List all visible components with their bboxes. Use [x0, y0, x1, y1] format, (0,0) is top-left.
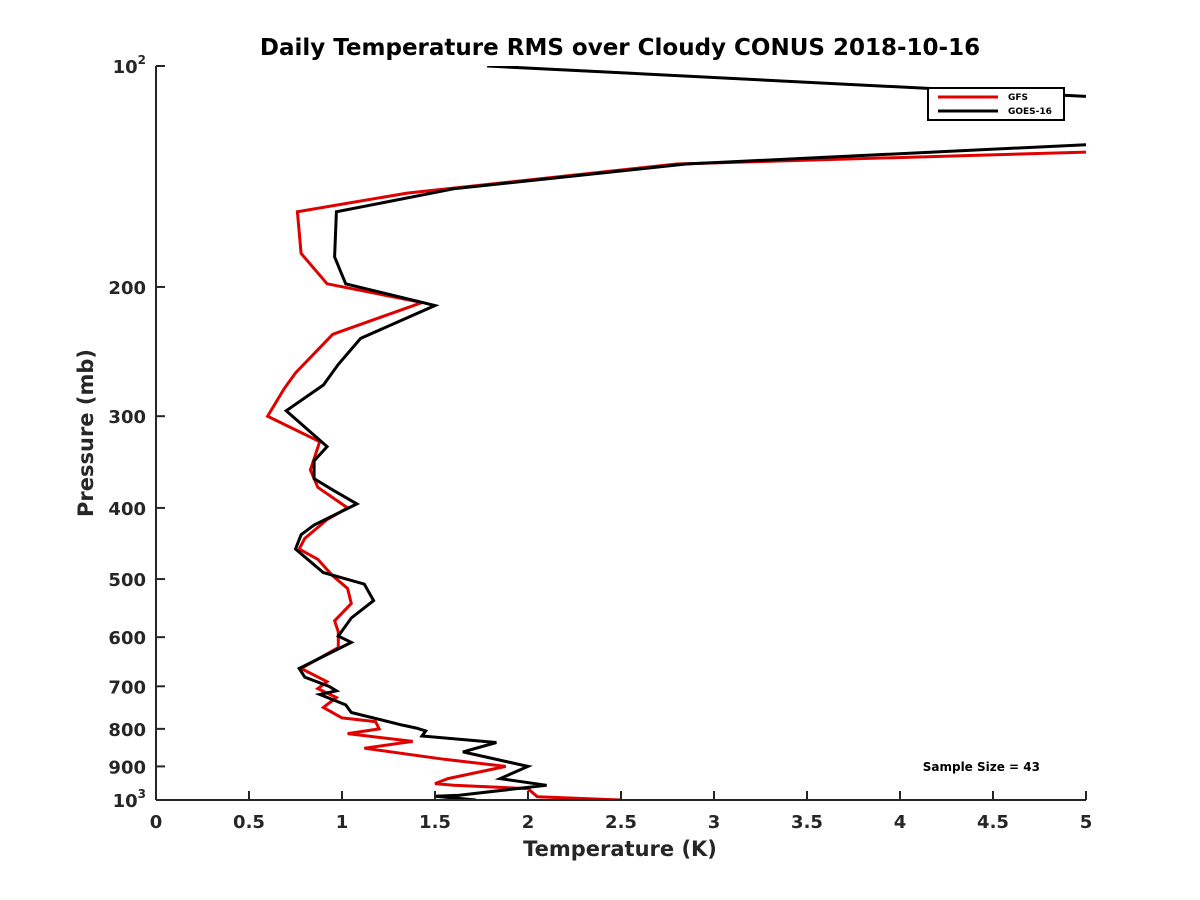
x-tick-label: 2.5 — [605, 812, 637, 833]
x-tick-label: 4.5 — [977, 812, 1009, 833]
legend-box — [927, 87, 1065, 121]
series-line-gfs — [265, 150, 1086, 800]
plot-area — [265, 66, 1086, 800]
sample-size-annotation: Sample Size = 43 — [923, 760, 1040, 774]
x-axis: 0 0.5 1 1.5 2 2.5 3 3.5 4 4.5 5 — [150, 791, 1093, 833]
legend-label-goes-16: GOES-16 — [1008, 107, 1052, 117]
y-tick-label: 500 — [108, 570, 146, 591]
series-line-goes-16 — [283, 143, 1086, 800]
y-tick-label: 700 — [108, 677, 146, 698]
y-axis-label: Pressure (mb) — [74, 349, 98, 517]
x-tick-label: 1 — [336, 812, 349, 833]
x-tick-label: 0 — [150, 812, 163, 833]
x-tick-label: 2 — [522, 812, 535, 833]
y-axis: 102 200 300 400 500 600 700 800 900 103 — [108, 53, 165, 812]
y-tick-label: 300 — [108, 407, 146, 428]
legend: GFS GOES-16 — [927, 87, 1065, 121]
x-tick-label: 1.5 — [419, 812, 451, 833]
x-axis-label: Temperature (K) — [523, 837, 717, 861]
y-tick-label: 200 — [108, 278, 146, 299]
legend-label-gfs: GFS — [1008, 93, 1028, 103]
x-tick-label: 3 — [708, 812, 721, 833]
x-tick-label: 4 — [894, 812, 907, 833]
y-tick-label: 103 — [113, 787, 146, 812]
y-tick-label: 600 — [108, 628, 146, 649]
y-tick-label: 102 — [113, 53, 146, 78]
y-tick-label: 400 — [108, 499, 146, 520]
y-tick-label: 900 — [108, 757, 146, 778]
x-tick-label: 5 — [1080, 812, 1093, 833]
series-goes-16 — [283, 66, 1086, 800]
series-gfs — [265, 150, 1086, 800]
x-tick-label: 0.5 — [233, 812, 265, 833]
x-tick-label: 3.5 — [791, 812, 823, 833]
chart-title: Daily Temperature RMS over Cloudy CONUS … — [260, 35, 980, 61]
y-tick-label: 800 — [108, 720, 146, 741]
